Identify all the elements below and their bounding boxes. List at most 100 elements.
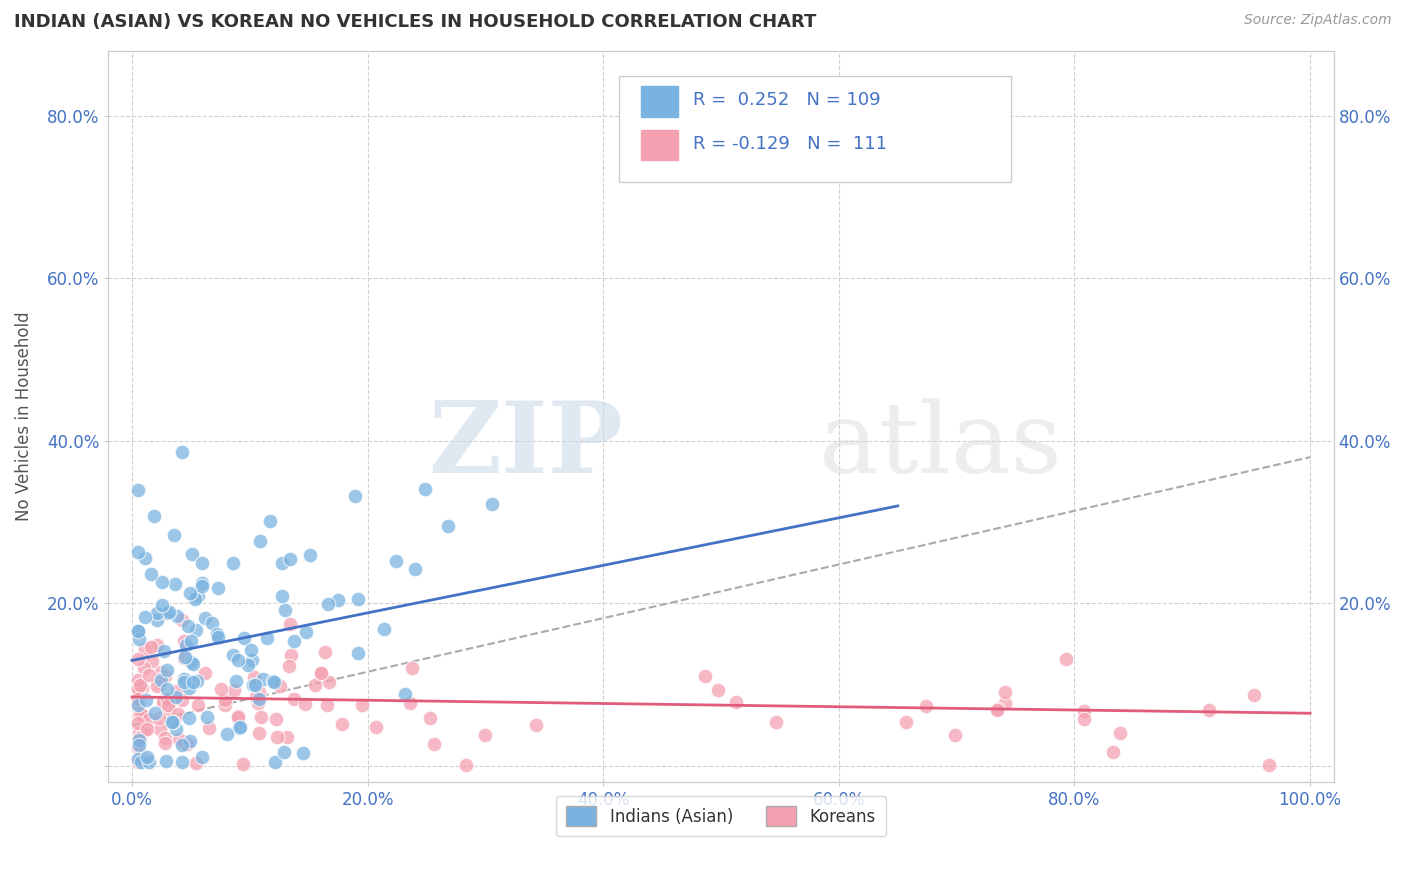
Point [129, 732, 152, 747]
Point [278, 552, 301, 566]
Point [160, 714, 183, 729]
Point [384, 554, 406, 568]
Bar [641, 86, 678, 117]
Point [256, 632, 278, 646]
Point [127, 698, 149, 713]
Point [184, 623, 207, 637]
Point [765, 714, 787, 729]
Point [166, 609, 188, 624]
Point [292, 746, 315, 760]
Point [373, 622, 395, 636]
Point [271, 590, 294, 604]
Point [191, 576, 214, 591]
Point [269, 679, 291, 693]
Point [259, 514, 281, 528]
Point [278, 617, 301, 632]
Point [145, 613, 167, 627]
Point [181, 657, 204, 671]
Point [693, 669, 716, 683]
Point [229, 720, 252, 734]
Point [263, 675, 285, 690]
Point [176, 638, 198, 652]
Point [232, 756, 254, 771]
Point [191, 579, 214, 593]
Point [128, 707, 150, 722]
Point [247, 692, 270, 706]
Point [153, 669, 176, 683]
Point [207, 630, 229, 644]
Point [273, 745, 295, 759]
Point [222, 682, 245, 697]
Point [127, 692, 149, 706]
Point [195, 710, 218, 724]
Point [183, 591, 205, 606]
Point [194, 611, 217, 625]
Point [134, 610, 156, 624]
Point [201, 615, 224, 630]
Point [243, 670, 266, 684]
Point [173, 675, 195, 690]
Point [156, 698, 179, 712]
Point [987, 702, 1010, 716]
Point [209, 681, 232, 696]
Point [128, 738, 150, 752]
Point [404, 562, 426, 576]
Point [155, 736, 177, 750]
Point [129, 755, 152, 769]
Point [170, 693, 193, 707]
Point [454, 757, 477, 772]
Point [309, 666, 332, 681]
Point [252, 672, 274, 686]
Point [278, 658, 301, 673]
Point [186, 756, 208, 771]
Point [896, 714, 918, 729]
Point [243, 678, 266, 692]
Point [1073, 712, 1095, 726]
Point [245, 690, 267, 704]
Point [149, 676, 172, 690]
Point [179, 733, 201, 747]
Point [127, 681, 149, 696]
Point [152, 598, 174, 612]
Point [165, 723, 187, 737]
Point [294, 625, 316, 640]
Point [187, 698, 209, 712]
Point [283, 692, 305, 706]
Point [181, 547, 204, 561]
Point [344, 490, 367, 504]
Point [127, 690, 149, 705]
Point [173, 672, 195, 686]
Point [198, 722, 221, 736]
Point [127, 682, 149, 697]
Point [1102, 745, 1125, 759]
Text: INDIAN (ASIAN) VS KOREAN NO VEHICLES IN HOUSEHOLD CORRELATION CHART: INDIAN (ASIAN) VS KOREAN NO VEHICLES IN … [14, 13, 817, 31]
Point [128, 731, 150, 745]
Point [262, 674, 284, 689]
Point [249, 725, 271, 739]
Point [1054, 652, 1077, 666]
Point [163, 577, 186, 591]
Point [222, 557, 245, 571]
Point [128, 725, 150, 739]
Point [142, 509, 165, 524]
Point [419, 711, 441, 725]
Point [993, 685, 1015, 699]
Point [207, 581, 229, 595]
Point [172, 613, 194, 627]
Text: ZIP: ZIP [429, 397, 623, 494]
Point [394, 687, 416, 701]
Point [149, 722, 172, 736]
Point [986, 703, 1008, 717]
Point [176, 738, 198, 752]
Point [413, 482, 436, 496]
Point [214, 693, 236, 707]
Point [233, 631, 256, 645]
Point [127, 483, 149, 497]
Point [1109, 726, 1132, 740]
Point [474, 728, 496, 742]
Point [242, 678, 264, 692]
Point [129, 707, 152, 722]
Point [314, 645, 336, 659]
Point [205, 626, 228, 640]
Point [174, 736, 197, 750]
